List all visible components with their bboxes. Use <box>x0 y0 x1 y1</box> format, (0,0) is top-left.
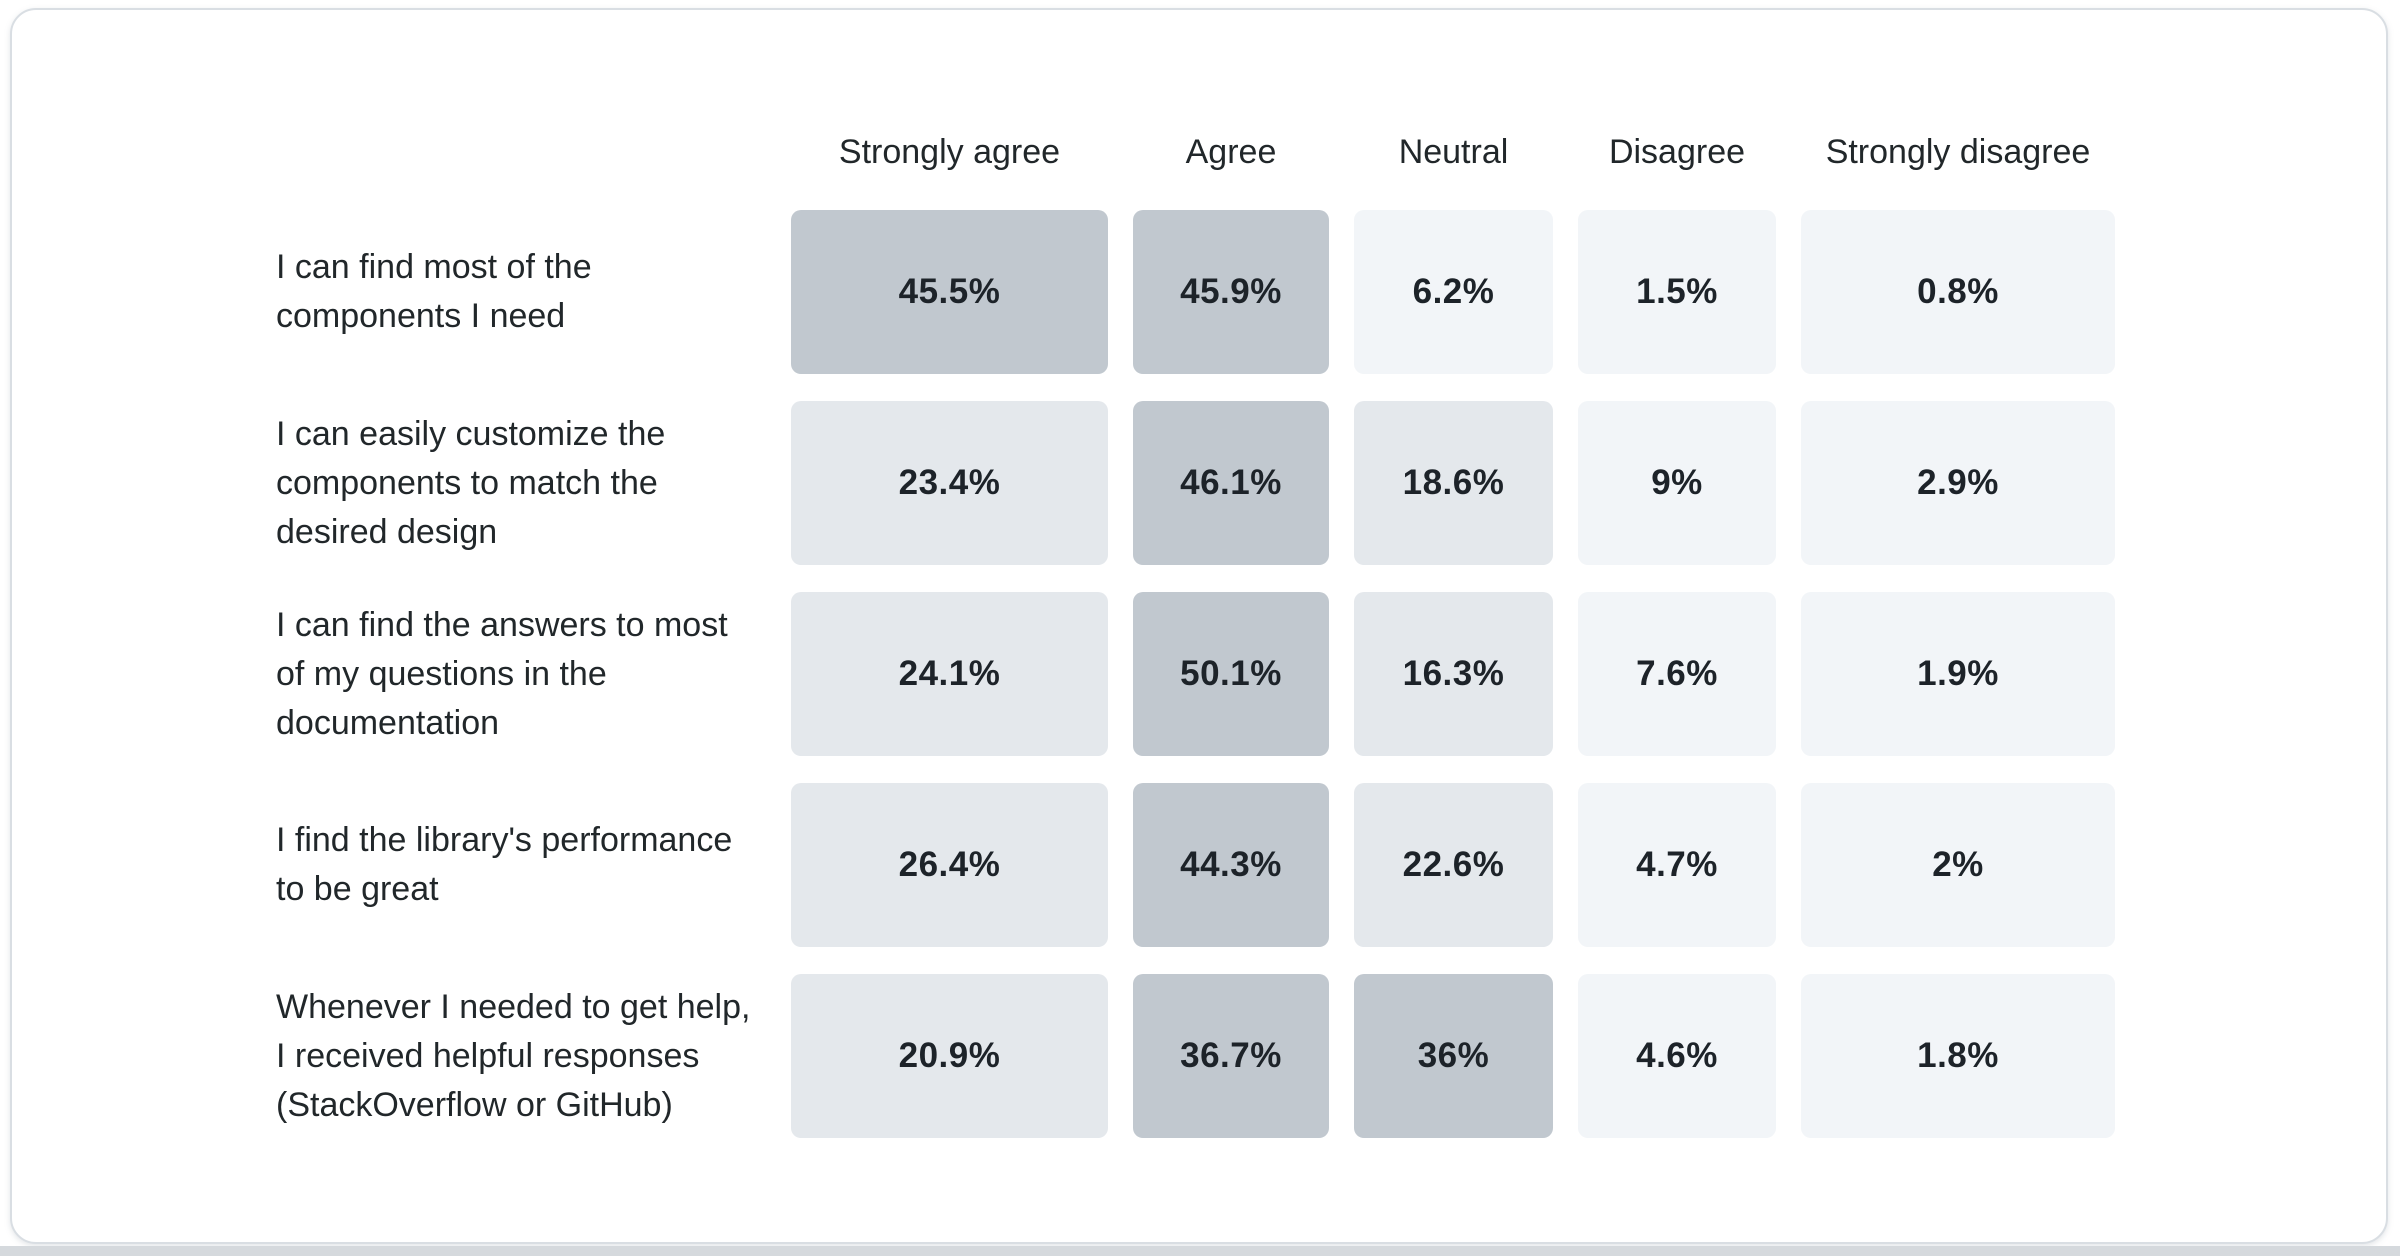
heatmap-cell: 2.9% <box>1801 401 2115 565</box>
heatmap-cell: 6.2% <box>1354 210 1553 374</box>
heatmap-cell: 2% <box>1801 783 2115 947</box>
heatmap-cell: 24.1% <box>791 592 1108 756</box>
heatmap-cell: 22.6% <box>1354 783 1553 947</box>
corner-spacer <box>276 121 766 183</box>
row-label: I find the library's performance to be g… <box>276 821 733 908</box>
column-header-neutral: Neutral <box>1398 132 1509 171</box>
heatmap-cell: 36.7% <box>1133 974 1329 1138</box>
column-header-agree: Agree <box>1185 132 1277 171</box>
heatmap-cell: 26.4% <box>791 783 1108 947</box>
heatmap-cell: 16.3% <box>1354 592 1553 756</box>
column-header-strongly-disagree: Strongly disagree <box>1825 132 2091 171</box>
row-label: I can find most of the components I need <box>276 248 592 335</box>
heatmap-cell: 0.8% <box>1801 210 2115 374</box>
heatmap-cell: 23.4% <box>791 401 1108 565</box>
row-label: I can easily customize the components to… <box>276 414 666 551</box>
likert-grid: Strongly agree Agree Neutral Disagree Strong… <box>276 121 2115 1138</box>
heatmap-cell: 1.5% <box>1578 210 1776 374</box>
heatmap-cell: 4.7% <box>1578 783 1776 947</box>
column-header-strongly-agree: Strongly agree <box>838 132 1061 171</box>
chart-card: Strongly agree Agree Neutral Disagree Strong… <box>10 8 2388 1244</box>
bottom-divider <box>0 1246 2400 1256</box>
heatmap-cell: 45.9% <box>1133 210 1329 374</box>
column-header-disagree: Disagree <box>1608 132 1746 171</box>
heatmap-cell: 18.6% <box>1354 401 1553 565</box>
heatmap-cell: 50.1% <box>1133 592 1329 756</box>
row-label: Whenever I needed to get help, I receive… <box>276 987 751 1124</box>
heatmap-cell: 1.9% <box>1801 592 2115 756</box>
heatmap-cell: 4.6% <box>1578 974 1776 1138</box>
heatmap-cell: 9% <box>1578 401 1776 565</box>
heatmap-cell: 1.8% <box>1801 974 2115 1138</box>
heatmap-cell: 44.3% <box>1133 783 1329 947</box>
heatmap-cell: 36% <box>1354 974 1553 1138</box>
heatmap-cell: 46.1% <box>1133 401 1329 565</box>
row-label: I can find the answers to most of my que… <box>276 605 728 742</box>
heatmap-cell: 7.6% <box>1578 592 1776 756</box>
heatmap-cell: 45.5% <box>791 210 1108 374</box>
heatmap-cell: 20.9% <box>791 974 1108 1138</box>
